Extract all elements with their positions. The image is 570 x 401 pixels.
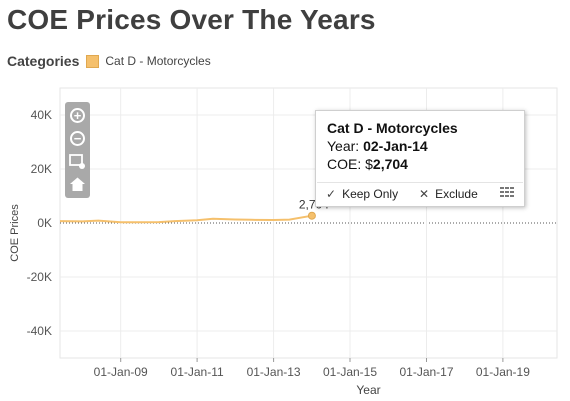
x-icon: ✕ [419,187,430,201]
x-tick-label: 01-Jan-19 [476,365,530,379]
tooltip-coe-value: 2,704 [372,156,408,172]
y-tick-label: 0K [37,216,52,230]
tooltip-coe: COE: $2,704 [327,156,408,172]
y-tick-label: -20K [27,270,52,284]
tooltip-coe-label: COE: $ [327,156,373,172]
y-axis-title: COE Prices [9,204,21,262]
page-title: COE Prices Over The Years [7,4,376,35]
tooltip-year: Year: 02-Jan-14 [327,138,428,154]
y-tick-label: 40K [31,108,52,122]
x-tick-label: 01-Jan-09 [94,365,148,379]
y-tick-label: 20K [31,162,52,176]
minus-icon: − [70,131,85,146]
data-point [307,211,316,220]
keep-only-button[interactable]: ✓ Keep Only [326,187,398,201]
exclude-label: Exclude [435,187,478,201]
tooltip-year-label: Year: [327,138,360,154]
exclude-button[interactable]: ✕ Exclude [419,187,478,201]
view-data-button[interactable] [500,187,514,198]
x-tick-label: 01-Jan-13 [247,365,301,379]
legend-title: Categories [7,53,80,69]
area-zoom-button[interactable] [68,152,87,171]
rectangle-zoom-icon [69,154,85,169]
zoom-out-button[interactable]: − [68,129,87,148]
series-line [59,214,313,224]
legend: Categories Cat D - Motorcycles [7,53,211,69]
tooltip-divider [317,182,523,183]
tooltip: Cat D - Motorcycles Year: 02-Jan-14 COE:… [315,110,525,207]
plus-icon: + [70,108,85,123]
view-data-icon [500,187,514,197]
tooltip-year-value: 02-Jan-14 [363,138,428,154]
zoom-in-button[interactable]: + [68,106,87,125]
legend-item-label[interactable]: Cat D - Motorcycles [105,54,211,68]
home-icon [70,177,85,191]
zoom-toolbar: + − [65,102,90,198]
checkmark-icon: ✓ [326,187,337,201]
x-tick-label: 01-Jan-11 [171,365,224,379]
x-axis-title: Year [356,383,380,397]
x-tick-label: 01-Jan-15 [323,365,377,379]
x-tick-label: 01-Jan-17 [399,365,453,379]
reset-zoom-button[interactable] [68,175,87,194]
keep-only-label: Keep Only [342,187,399,201]
y-tick-label: -40K [27,324,52,338]
tooltip-title: Cat D - Motorcycles [327,120,458,136]
legend-swatch[interactable] [86,54,100,68]
